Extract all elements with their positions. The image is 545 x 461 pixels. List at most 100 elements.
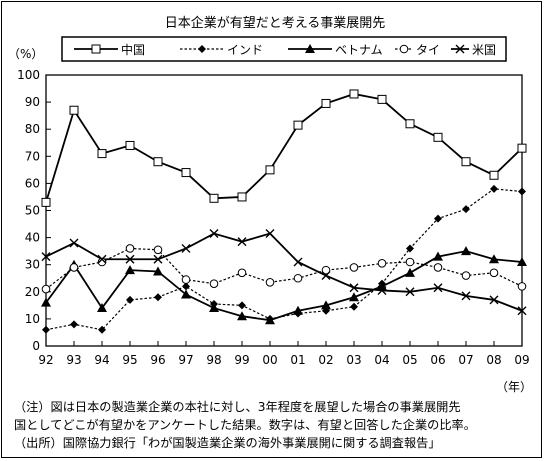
series-0-point xyxy=(209,193,219,203)
series-3-point xyxy=(237,268,247,278)
series-3-point xyxy=(69,263,79,272)
x-tick-label: 02 xyxy=(318,353,333,367)
series-1-point xyxy=(238,301,246,310)
series-1-point xyxy=(98,325,106,334)
series-4-point xyxy=(209,229,219,239)
x-tick-label: 99 xyxy=(234,353,249,367)
series-line-0 xyxy=(45,93,523,203)
series-0-point xyxy=(517,143,527,153)
series-2-point xyxy=(97,303,107,313)
series-1-point xyxy=(434,214,442,223)
note-line-3: （出所）国際協力銀行「わが国製造業企業の海外事業展開に関する調査報告」 xyxy=(14,436,441,450)
x-axis-unit: （年） xyxy=(496,380,532,394)
series-3-point xyxy=(349,263,359,272)
series-3-point xyxy=(209,279,219,288)
legend-label-1: インド xyxy=(227,43,263,57)
x-tick-label: 08 xyxy=(486,353,501,367)
series-0-point xyxy=(69,105,79,115)
series-3-point xyxy=(433,263,443,272)
series-4-point xyxy=(405,287,415,297)
series-4-point xyxy=(41,252,51,262)
series-0-point xyxy=(461,157,471,167)
series-3-point xyxy=(461,271,471,280)
series-1-point xyxy=(154,293,162,302)
x-tick-label: 96 xyxy=(150,353,165,367)
series-4-point xyxy=(125,254,135,264)
chart-title: 日本企業が有望だと考える事業展開先 xyxy=(165,15,386,31)
series-0-point xyxy=(377,94,387,104)
series-4-point xyxy=(349,283,359,293)
x-tick-label: 97 xyxy=(178,353,193,367)
series-1-point xyxy=(70,320,78,329)
series-1-point xyxy=(126,295,134,304)
y-tick-label: 0 xyxy=(32,339,40,353)
x-tick-label: 94 xyxy=(94,353,109,367)
x-tick-label: 01 xyxy=(290,353,305,367)
series-2-point xyxy=(461,246,471,256)
series-4-point xyxy=(517,306,527,316)
series-3-point xyxy=(265,278,275,287)
series-2-point xyxy=(517,256,527,266)
series-0-point xyxy=(181,168,191,178)
x-tick-label: 06 xyxy=(430,353,445,367)
series-4-point xyxy=(97,254,107,264)
note-line-2: 国としてどこが有望かをアンケートした結果。数字は、有望と回答した企業の比率。 xyxy=(14,418,476,432)
x-tick-label: 00 xyxy=(262,353,277,367)
series-4-point xyxy=(153,254,163,264)
y-tick-label: 80 xyxy=(25,122,40,136)
x-tick-label: 03 xyxy=(346,353,361,367)
series-4-point xyxy=(461,291,471,301)
series-2-point xyxy=(125,265,135,275)
y-tick-label: 70 xyxy=(25,149,40,163)
series-2-point xyxy=(349,292,359,302)
x-tick-label: 05 xyxy=(402,353,417,367)
x-tick-label: 98 xyxy=(206,353,221,367)
series-2-point xyxy=(181,289,191,299)
y-axis-unit: （%） xyxy=(8,47,43,61)
series-line-4 xyxy=(45,232,523,312)
series-1-point xyxy=(462,205,470,214)
series-2-point xyxy=(321,300,331,310)
series-0-point xyxy=(293,120,303,130)
series-0-point xyxy=(41,197,51,207)
x-tick-label: 93 xyxy=(66,353,81,367)
y-tick-label: 10 xyxy=(25,312,40,326)
series-3-point xyxy=(517,282,527,291)
series-3-point xyxy=(97,257,107,267)
series-2-point xyxy=(405,267,415,277)
series-1-point xyxy=(406,244,414,253)
series-0-point xyxy=(349,89,359,99)
y-tick-label: 30 xyxy=(25,258,40,272)
series-4-point xyxy=(433,283,443,293)
legend-marker-0 xyxy=(91,44,101,54)
legend-label-0: 中国 xyxy=(121,42,145,57)
x-tick-label: 09 xyxy=(514,353,529,367)
series-4-point xyxy=(293,257,303,267)
series-1-point xyxy=(350,302,358,311)
legend-box xyxy=(61,36,507,62)
legend-label-4: 米国 xyxy=(472,43,496,57)
series-2-point xyxy=(293,305,303,315)
series-2-point xyxy=(489,254,499,264)
series-1-point xyxy=(182,282,190,291)
series-0-point xyxy=(125,140,135,150)
series-4-point xyxy=(265,229,275,239)
series-0-point xyxy=(97,149,107,159)
series-3-point xyxy=(405,257,415,267)
series-3-point xyxy=(489,268,499,278)
series-0-point xyxy=(237,192,247,202)
series-0-point xyxy=(489,170,499,180)
series-2-point xyxy=(265,315,275,325)
x-tick-label: 92 xyxy=(38,353,53,367)
series-2-point xyxy=(237,311,247,321)
series-2-point xyxy=(153,266,163,276)
y-tick-label: 100 xyxy=(17,68,40,82)
y-tick-label: 60 xyxy=(25,176,40,190)
series-3-point xyxy=(181,275,191,284)
y-tick-label: 40 xyxy=(25,231,40,245)
x-tick-label: 04 xyxy=(374,353,389,367)
series-0-point xyxy=(153,157,163,167)
series-line-2 xyxy=(45,250,523,322)
